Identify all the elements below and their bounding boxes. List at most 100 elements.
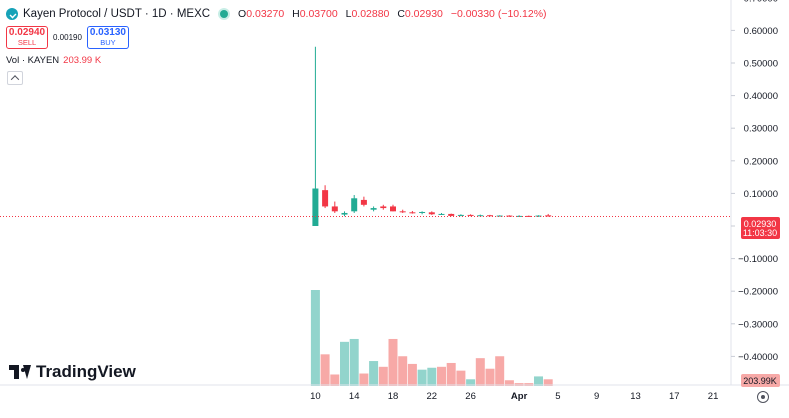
candle-body xyxy=(380,206,387,209)
candle-body xyxy=(428,212,435,215)
candle-body xyxy=(370,208,377,210)
trade-panel: 0.02940 SELL 0.00190 0.03130 BUY xyxy=(6,26,129,49)
settings-gear-icon[interactable] xyxy=(757,391,769,403)
time-tick-label: 22 xyxy=(427,391,438,402)
price-tick-label: 0.70000 xyxy=(744,0,778,4)
candle-body xyxy=(496,215,503,217)
volume-bar xyxy=(475,358,485,386)
buy-button[interactable]: 0.03130 BUY xyxy=(86,26,129,49)
price-tick-label: −0.40000 xyxy=(738,352,778,363)
volume-layer xyxy=(310,290,553,386)
candle-body xyxy=(535,215,542,217)
time-tick-label: 5 xyxy=(555,391,560,402)
tradingview-logo-text: TradingView xyxy=(36,362,136,381)
price-tick-label: 0.50000 xyxy=(744,59,778,70)
candle-body xyxy=(351,198,358,212)
volume-bar xyxy=(330,374,340,386)
volume-bar xyxy=(495,356,505,386)
volume-bar xyxy=(398,356,408,386)
candle-body xyxy=(506,215,513,217)
candle-body xyxy=(477,215,484,217)
sell-button[interactable]: 0.02940 SELL xyxy=(6,26,48,49)
volume-bar xyxy=(485,368,495,386)
candle-body xyxy=(457,214,464,216)
volume-bar xyxy=(466,379,476,386)
volume-bar xyxy=(407,363,417,386)
volume-bar xyxy=(504,380,514,386)
candle-body xyxy=(419,211,426,213)
tradingview-logo[interactable]: TradingView xyxy=(9,362,136,382)
open-value: 0.03270 xyxy=(246,8,285,20)
volume-bar xyxy=(349,338,359,386)
symbol-legend[interactable]: Kayen Protocol / USDT · 1D · MEXC O0.032… xyxy=(6,6,552,22)
symbol-title[interactable]: Kayen Protocol / USDT · 1D · MEXC xyxy=(23,8,211,20)
time-tick-label: Apr xyxy=(511,391,528,402)
market-status-icon[interactable] xyxy=(220,10,229,18)
time-tick-label: 26 xyxy=(465,391,476,402)
price-tick-label: −0.20000 xyxy=(738,287,778,298)
volume-legend-label: Vol · KAYEN xyxy=(6,55,60,66)
time-tick-label: 9 xyxy=(594,391,599,402)
candle-layer xyxy=(312,46,552,226)
candle-body xyxy=(360,199,367,205)
sell-label: SELL xyxy=(17,38,37,48)
buy-label: BUY xyxy=(100,38,116,48)
collapse-legend-icon[interactable] xyxy=(7,71,23,85)
time-tick-label: 13 xyxy=(630,391,641,402)
time-tick-label: 18 xyxy=(388,391,399,402)
tradingview-mark-icon xyxy=(9,365,31,379)
ohlc-values: O0.03270 H0.03700 L0.02880 C0.02930 −0.0… xyxy=(238,8,547,20)
volume-bar xyxy=(378,366,388,386)
volume-bar xyxy=(437,366,446,386)
volume-bar xyxy=(456,370,466,386)
candle-body xyxy=(341,212,348,215)
price-tick-label: 0.10000 xyxy=(744,189,778,200)
volume-bar xyxy=(320,354,330,386)
price-axis: 0.70000 0.60000 0.50000 0.40000 0.30000 0.200… xyxy=(731,0,778,363)
volume-bar xyxy=(543,379,553,386)
price-tick-label: 0.40000 xyxy=(744,91,778,102)
candle-body xyxy=(331,206,338,212)
kayen-logo-icon xyxy=(6,8,18,20)
volume-tag: 203.99K xyxy=(741,374,780,387)
candle-body xyxy=(487,215,493,217)
volume-tag-value: 203.99K xyxy=(743,376,777,386)
bar-countdown: 11:03:30 xyxy=(743,228,777,238)
volume-legend-value: 203.99 K xyxy=(63,55,102,66)
volume-legend[interactable]: Vol · KAYEN 203.99 K xyxy=(6,55,101,66)
spread-value: 0.00190 xyxy=(53,33,82,42)
time-tick-label: 21 xyxy=(708,391,719,402)
last-price-tag: 0.02930 11:03:30 xyxy=(741,217,780,239)
volume-bar xyxy=(388,338,398,386)
close-value: 0.02930 xyxy=(404,8,443,20)
candle-body xyxy=(467,214,474,216)
buy-price: 0.03130 xyxy=(89,27,126,39)
time-tick-label: 14 xyxy=(349,391,360,402)
volume-bar xyxy=(340,341,349,386)
candle-body xyxy=(322,190,329,207)
candle-body xyxy=(399,211,406,213)
volume-bar xyxy=(359,373,369,386)
price-tick-label: −0.30000 xyxy=(738,319,778,330)
candle-body xyxy=(438,213,445,215)
last-price-value: 0.02930 xyxy=(744,219,777,229)
low-value: 0.02880 xyxy=(351,8,390,20)
price-tick-label: 0.30000 xyxy=(744,124,778,135)
volume-bar xyxy=(534,376,543,386)
candle-body xyxy=(545,215,552,217)
candle-body xyxy=(390,206,396,212)
time-tick-label: 10 xyxy=(310,391,321,402)
candle-body xyxy=(409,212,416,214)
time-axis: 10 14 18 22 26 Apr 5 9 13 17 21 xyxy=(310,391,718,402)
change-value: −0.00330 (−10.12%) xyxy=(450,8,547,20)
price-tick-label: 0.20000 xyxy=(744,156,778,167)
volume-bar xyxy=(310,290,320,386)
time-tick-label: 17 xyxy=(669,391,680,402)
sell-price: 0.02940 xyxy=(8,27,46,39)
volume-bar xyxy=(369,361,379,386)
volume-bar xyxy=(417,369,427,386)
price-tick-label: −0.10000 xyxy=(738,254,778,265)
candle-body xyxy=(448,213,455,216)
